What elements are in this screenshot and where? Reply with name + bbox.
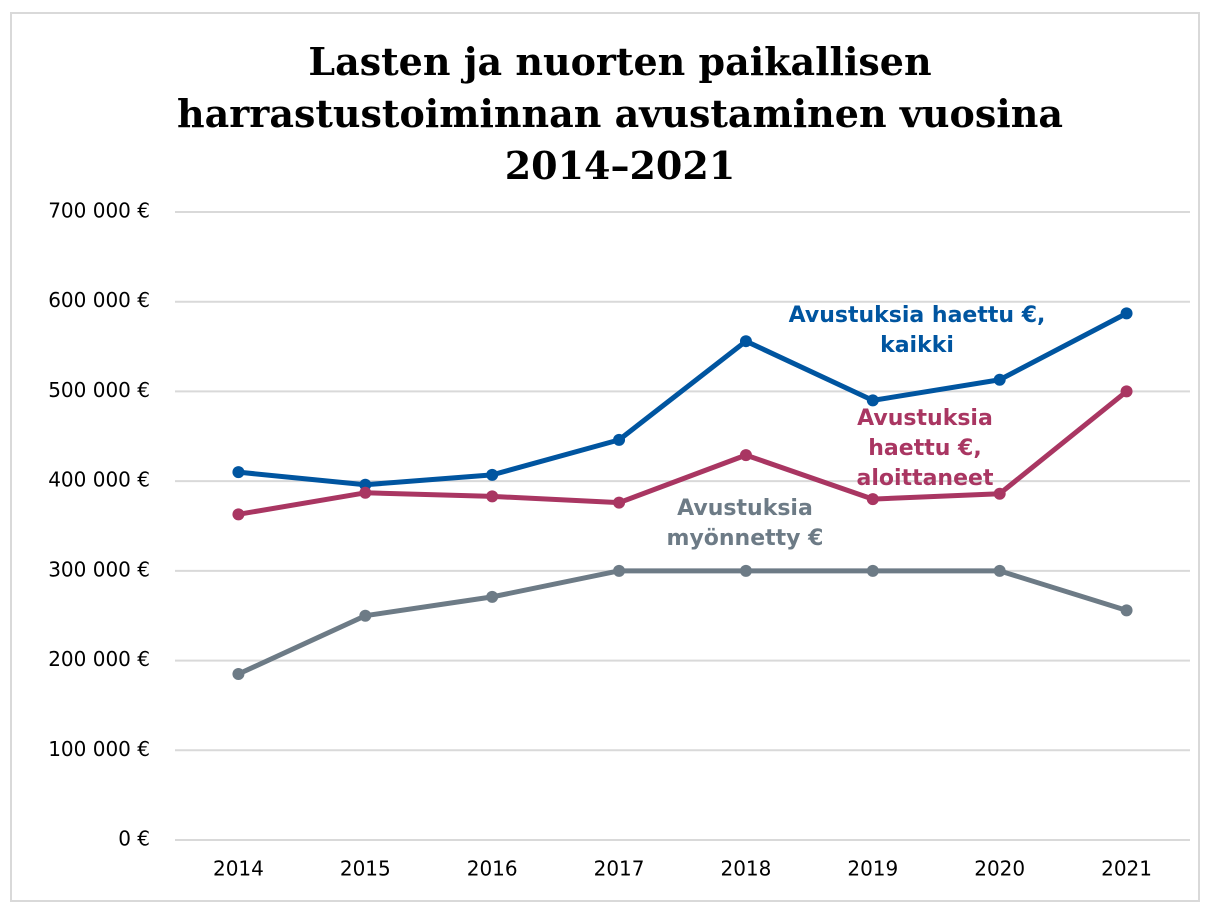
data-point bbox=[613, 564, 626, 577]
x-tick-label: 2020 bbox=[974, 857, 1025, 881]
data-point bbox=[739, 335, 752, 348]
data-point bbox=[866, 564, 879, 577]
data-point bbox=[1120, 604, 1133, 617]
y-tick-label: 600 000 € bbox=[48, 288, 150, 312]
data-point bbox=[613, 433, 626, 446]
y-tick-label: 100 000 € bbox=[48, 737, 150, 761]
data-point bbox=[359, 486, 372, 499]
series-label: Avustuksia haettu €, kaikki bbox=[788, 303, 1046, 358]
y-tick-label: 200 000 € bbox=[48, 647, 150, 671]
data-point bbox=[993, 564, 1006, 577]
data-point bbox=[739, 449, 752, 462]
series-label: Avustuksia haettu €, aloittaneet bbox=[856, 406, 994, 491]
data-point bbox=[739, 564, 752, 577]
data-point bbox=[232, 508, 245, 521]
data-point bbox=[866, 394, 879, 407]
data-point bbox=[1120, 385, 1133, 398]
y-tick-label: 0 € bbox=[118, 827, 150, 851]
data-point bbox=[993, 373, 1006, 386]
y-tick-label: 400 000 € bbox=[48, 468, 150, 492]
data-point bbox=[993, 487, 1006, 500]
x-tick-label: 2018 bbox=[720, 857, 771, 881]
y-tick-label: 500 000 € bbox=[48, 378, 150, 402]
series-line bbox=[238, 389, 1129, 517]
x-tick-label: 2016 bbox=[467, 857, 518, 881]
y-tick-label: 700 000 € bbox=[48, 199, 150, 223]
data-point bbox=[232, 668, 245, 681]
data-point bbox=[866, 493, 879, 506]
x-tick-label: 2017 bbox=[594, 857, 645, 881]
data-point bbox=[232, 466, 245, 479]
data-point bbox=[486, 490, 499, 503]
x-tick-label: 2019 bbox=[847, 857, 898, 881]
chart-title: Lasten ja nuorten paikallisen harrastust… bbox=[177, 39, 1063, 188]
data-point bbox=[486, 590, 499, 603]
data-point bbox=[486, 468, 499, 481]
data-point bbox=[359, 609, 372, 622]
series-line bbox=[237, 568, 1128, 677]
data-point bbox=[1120, 307, 1133, 320]
y-tick-label: 300 000 € bbox=[48, 557, 150, 581]
series-label: Avustuksia myönnetty € bbox=[666, 496, 824, 551]
x-tick-label: 2014 bbox=[213, 857, 264, 881]
series-line bbox=[238, 311, 1128, 488]
x-tick-label: 2021 bbox=[1101, 857, 1152, 881]
data-point bbox=[613, 496, 626, 509]
x-tick-label: 2015 bbox=[340, 857, 391, 881]
